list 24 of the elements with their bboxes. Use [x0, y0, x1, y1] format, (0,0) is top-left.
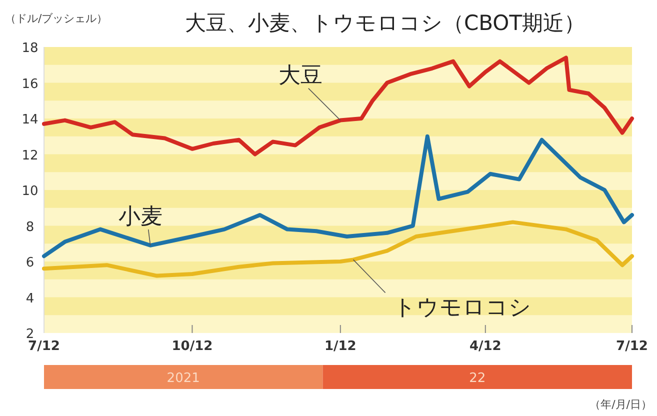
y-tick-label: 18: [22, 41, 38, 56]
y-tick-label: 8: [26, 220, 34, 235]
y-tick-label: 6: [26, 256, 34, 270]
chart-title: 大豆、小麦、トウモロコシ（CBOT期近）: [184, 11, 586, 35]
y-axis-title: （ドル/ブッシェル）: [5, 12, 108, 25]
text: 22: [469, 371, 486, 386]
line-series: [42, 56, 634, 156]
y-tick-label: 16: [22, 76, 38, 92]
text: トウモロコシ: [393, 296, 532, 321]
series-label: 小麦: [118, 204, 162, 230]
y-tick-label: 2: [26, 327, 34, 342]
y-tick-label: 10: [22, 184, 38, 199]
x-tick-label: 10/12: [172, 339, 213, 354]
y-tick-label: 14: [22, 112, 38, 128]
y-tick-label: 4: [26, 291, 34, 306]
x-tick-label: 1/12: [324, 339, 356, 354]
x-axis-title: （年/月/日）: [590, 398, 652, 411]
text: 2021: [166, 371, 200, 386]
x-tick-label: 7/12: [28, 339, 60, 354]
y-tick-label: 12: [22, 148, 38, 164]
line-series: [42, 134, 634, 258]
series-label: 大豆: [278, 63, 322, 88]
x-tick-label: 7/12: [616, 339, 648, 354]
x-tick-label: 4/12: [469, 339, 502, 354]
